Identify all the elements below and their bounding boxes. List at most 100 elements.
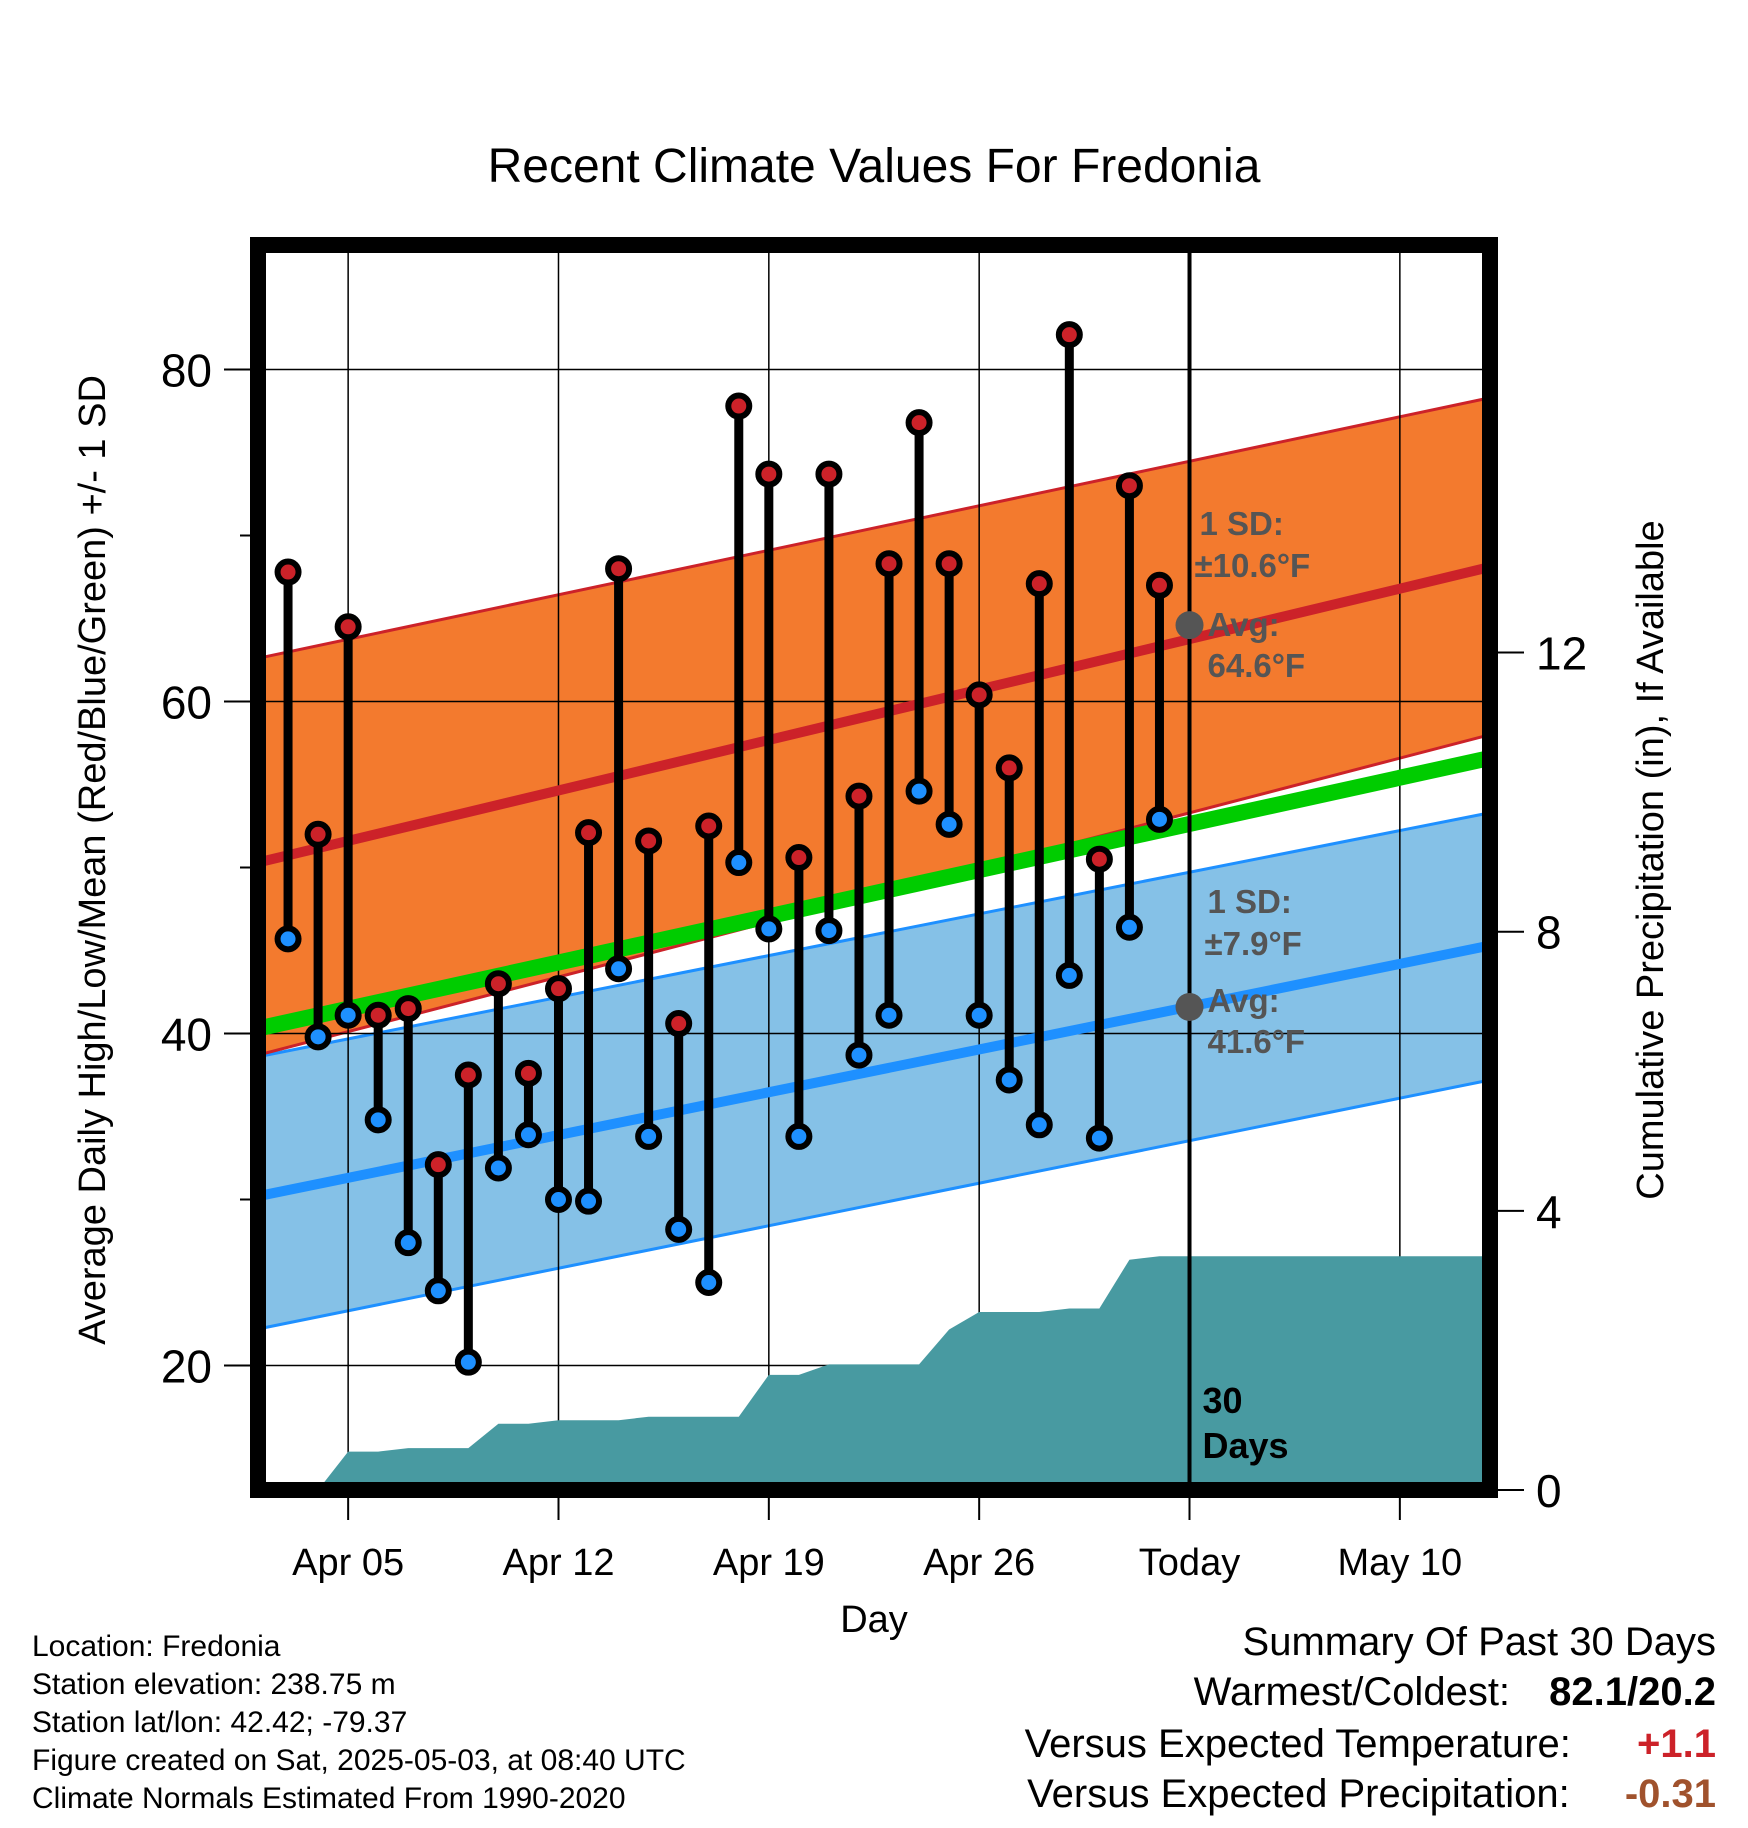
low-avg-marker (1175, 992, 1204, 1021)
low-point (454, 1348, 482, 1376)
low-point (725, 849, 753, 877)
high-point (1085, 845, 1113, 873)
low-point (424, 1277, 452, 1305)
info-elevation: Station elevation: 238.75 m (32, 1668, 396, 1701)
high-point (935, 550, 963, 578)
low-point (695, 1269, 723, 1296)
low-avg-label: Avg: (1208, 982, 1280, 1019)
high-point (635, 827, 663, 855)
y-tick-label: 20 (161, 1341, 212, 1393)
x-tick-label: Today (1139, 1542, 1240, 1584)
high-point (905, 409, 933, 437)
low-point (815, 917, 843, 945)
high-point (875, 550, 903, 578)
low-point (1115, 913, 1143, 941)
low-point (1025, 1111, 1053, 1139)
high-avg-marker (1175, 611, 1204, 640)
high-sd-band (258, 397, 1490, 1056)
summary-temp-label: Versus Expected Temperature: (1024, 1722, 1571, 1766)
y-tick-label: 60 (161, 677, 212, 729)
summary-precip-value: -0.31 (1624, 1772, 1716, 1816)
low-point (785, 1122, 813, 1150)
high-point (334, 613, 362, 641)
low-point (875, 1001, 903, 1029)
low-point (334, 1001, 362, 1029)
low-point (1085, 1124, 1113, 1152)
high-point (995, 754, 1023, 782)
x-tick-label: May 10 (1338, 1542, 1463, 1584)
high-point (364, 1001, 392, 1029)
summary-warmest-value: 82.1/20.2 (1549, 1670, 1716, 1714)
normal-high-line (256, 562, 1492, 868)
high-point (1145, 571, 1173, 599)
summary-warmest-label: Warmest/Coldest: (1193, 1670, 1511, 1714)
summary-warmest-row: Warmest/Coldest: 82.1/20.2 (1194, 1670, 1716, 1715)
low-avg-value: 41.6°F (1208, 1023, 1306, 1060)
low-point (1145, 805, 1173, 833)
summary-temp-value: +1.1 (1637, 1722, 1716, 1766)
high-point (1115, 472, 1143, 500)
high-point (484, 970, 512, 998)
high-point (815, 460, 843, 488)
summary-temp-row: Versus Expected Temperature: +1.1 (1025, 1722, 1716, 1767)
high-point (424, 1151, 452, 1179)
high-point (304, 820, 332, 848)
station-info: Location: Fredonia Station elevation: 23… (32, 1628, 686, 1818)
high-point (785, 844, 813, 872)
low-point (484, 1154, 512, 1182)
low-point (635, 1122, 663, 1150)
y-tick-label: 40 (161, 1009, 212, 1061)
low-point (514, 1121, 542, 1149)
y-tick-label: 80 (161, 345, 212, 397)
high-point (845, 782, 873, 810)
low-point (905, 777, 933, 805)
high-point (695, 812, 723, 840)
info-normals: Climate Normals Estimated From 1990-2020 (32, 1782, 626, 1815)
low-sd-value: ±7.9°F (1205, 925, 1302, 962)
high-point (755, 460, 783, 488)
x-axis-title: Day (840, 1599, 908, 1641)
high-point (274, 558, 302, 586)
y2-axis-title: Cumulative Precipitation (in), If Availa… (1630, 520, 1672, 1199)
low-point (995, 1066, 1023, 1094)
normal-mean-line (256, 750, 1492, 1037)
high-point (965, 681, 993, 709)
y2-tick-label: 8 (1536, 907, 1562, 959)
x-tick-label: Apr 19 (713, 1542, 825, 1584)
high-point (394, 995, 422, 1023)
low-point (605, 955, 633, 983)
high-point (725, 392, 753, 420)
low-point (575, 1187, 603, 1215)
low-point (665, 1215, 693, 1243)
low-point (965, 1001, 993, 1029)
x-tick-label: Apr 05 (292, 1542, 404, 1584)
high-sd-label: 1 SD: (1200, 505, 1284, 542)
high-sd-value: ±10.6°F (1195, 547, 1311, 584)
high-point (665, 1010, 693, 1038)
summary-precip-label: Versus Expected Precipitation: (1027, 1772, 1570, 1816)
y-axis-title: Average Daily High/Low/Mean (Red/Blue/Gr… (72, 375, 114, 1345)
normal-low-line (257, 940, 1491, 1202)
low-point (1055, 961, 1083, 989)
low-point (304, 1023, 332, 1051)
high-point (1025, 570, 1053, 598)
info-latlon: Station lat/lon: 42.42; -79.37 (32, 1706, 408, 1739)
high-point (1055, 321, 1083, 349)
high-point (605, 555, 633, 583)
low-point (394, 1229, 422, 1257)
high-point (454, 1061, 482, 1089)
high-avg-value: 64.6°F (1208, 647, 1306, 684)
low-point (755, 915, 783, 943)
low-point (274, 925, 302, 953)
y2-tick-label: 4 (1536, 1186, 1562, 1238)
summary-title: Summary Of Past 30 Days (1243, 1620, 1716, 1665)
x-tick-label: Apr 26 (923, 1542, 1035, 1584)
days-word-label: Days (1203, 1425, 1289, 1466)
high-point (575, 819, 603, 847)
low-point (935, 810, 963, 838)
y2-tick-label: 0 (1536, 1465, 1562, 1517)
days-number-label: 30 (1203, 1380, 1243, 1421)
low-sd-upper-line (257, 811, 1491, 1059)
x-tick-label: Apr 12 (503, 1542, 615, 1584)
